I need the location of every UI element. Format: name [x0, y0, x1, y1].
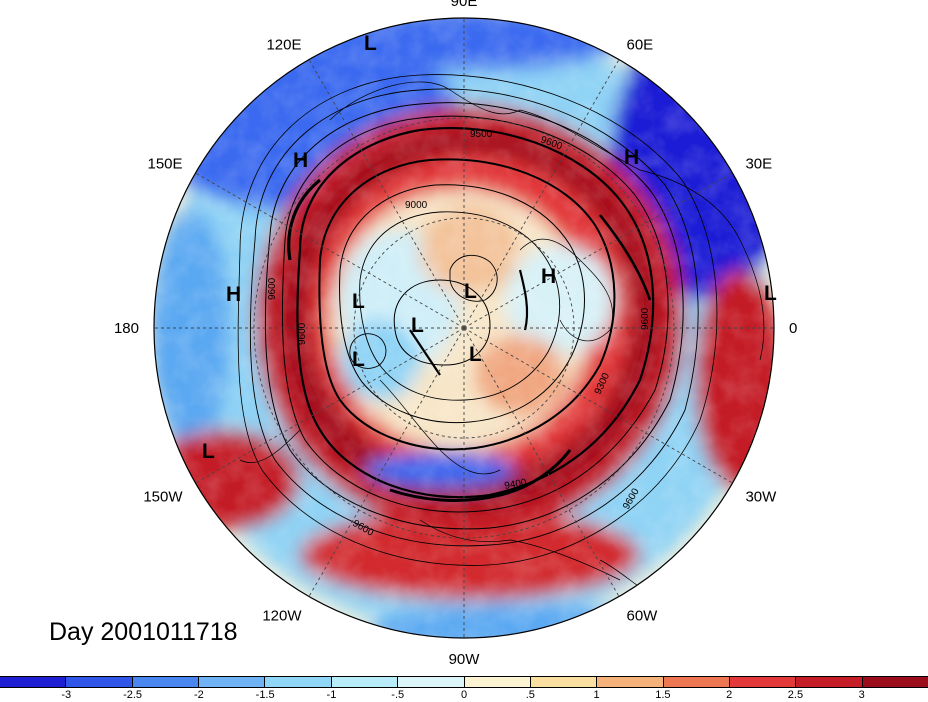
high-marker: H — [541, 265, 556, 288]
colorbar-box — [132, 677, 200, 687]
high-marker: H — [293, 149, 308, 172]
longitude-label-lon_120w: 120W — [262, 607, 302, 624]
map-boundary — [153, 17, 775, 639]
meridian-line — [463, 327, 733, 484]
longitude-label-lon_150e: 150E — [147, 156, 182, 173]
colorbar-tick-label: -2 — [193, 689, 204, 701]
meridian-line — [308, 59, 465, 329]
low-marker: L — [352, 290, 365, 313]
colorbar-box — [796, 677, 863, 687]
height-contours — [237, 74, 718, 566]
colorbar — [0, 676, 928, 688]
colorbar-tick-label: .5 — [525, 689, 535, 701]
low-marker: L — [764, 282, 777, 305]
colorbar-labels: -3 -2.5 -2 -1.5 -1 -.5 0 .5 1 1.5 2 2.5 3 — [0, 689, 928, 702]
colorbar-tick-label: -2.5 — [123, 689, 143, 701]
colorbar-tick-label: 1.5 — [655, 689, 671, 701]
high-marker: H — [226, 283, 241, 306]
contour-label: 9000 — [405, 200, 428, 211]
low-marker: L — [352, 348, 365, 371]
colorbar-box — [663, 677, 730, 687]
longitude-label-lon_180: 180 — [114, 320, 139, 337]
longitude-label-lon_150w: 150W — [143, 489, 183, 506]
meridian-line — [308, 327, 465, 597]
colorbar-box — [729, 677, 797, 687]
colorbar-box — [0, 677, 67, 687]
high-marker: H — [624, 146, 639, 169]
contour-label: 9600 — [640, 307, 651, 330]
contour-label: 9600 — [297, 322, 308, 345]
colorbar-tick-label: 2.5 — [787, 689, 804, 701]
meridian-line — [463, 172, 733, 329]
contour-label: 9600 — [267, 277, 278, 300]
colorbar-box — [265, 677, 332, 687]
colorbar-box — [597, 677, 664, 687]
colorbar-box — [530, 677, 598, 687]
pressure-system-markers: L H H H H L L L L L L L — [202, 32, 777, 463]
colorbar-box — [862, 677, 928, 687]
longitude-label-lon_60e: 60E — [627, 37, 654, 54]
colorbar-box — [199, 677, 266, 687]
colorbar-tick-label: 1 — [593, 689, 600, 701]
colorbar-box — [331, 677, 399, 687]
meridian-line — [463, 59, 620, 329]
low-marker: L — [464, 280, 477, 303]
latitude-circle — [353, 217, 575, 439]
contour-label: 9400 — [504, 477, 528, 492]
low-marker: L — [202, 440, 215, 463]
longitude-label-lon_0: 0 — [789, 320, 797, 337]
meridian-line — [463, 327, 620, 597]
longitude-label-lon_30e: 30E — [745, 156, 772, 173]
low-marker: L — [469, 343, 482, 366]
meridian-line — [195, 172, 465, 329]
colorbar-tick-label: 0 — [460, 689, 468, 701]
meridian-line — [195, 327, 465, 484]
colorbar-tick-label: -1.5 — [255, 689, 275, 701]
colorbar-tick-label: -3 — [61, 689, 72, 701]
colorbar-tick-label: 3 — [858, 689, 865, 701]
low-marker: L — [364, 32, 377, 55]
latitude-circle — [253, 117, 675, 539]
colorbar-tick-label: 2 — [726, 689, 733, 701]
colorbar-tick-label: -.5 — [391, 689, 405, 701]
longitude-label-lon_30w: 30W — [745, 489, 777, 506]
low-marker: L — [411, 314, 424, 337]
longitude-labels: 90E 60E 30E 0 30W 60W 90W 120W 150W 180 150E 120E — [114, 0, 797, 668]
longitude-label-lon_60w: 60W — [627, 607, 659, 624]
colorbar-box — [398, 677, 465, 687]
colorbar-tick-label: -1 — [326, 689, 337, 701]
longitude-label-lon_120e: 120E — [266, 37, 301, 54]
date-title: Day 2001011718 — [49, 618, 238, 646]
shaded-field — [154, 18, 774, 638]
contour-label: 9500 — [470, 129, 493, 140]
colorbar-box — [464, 677, 531, 687]
graticule — [154, 18, 774, 638]
longitude-label-lon_90w: 90W — [449, 651, 481, 668]
longitude-label-lon_90e: 90E — [451, 0, 478, 10]
colorbar-box — [66, 677, 133, 687]
